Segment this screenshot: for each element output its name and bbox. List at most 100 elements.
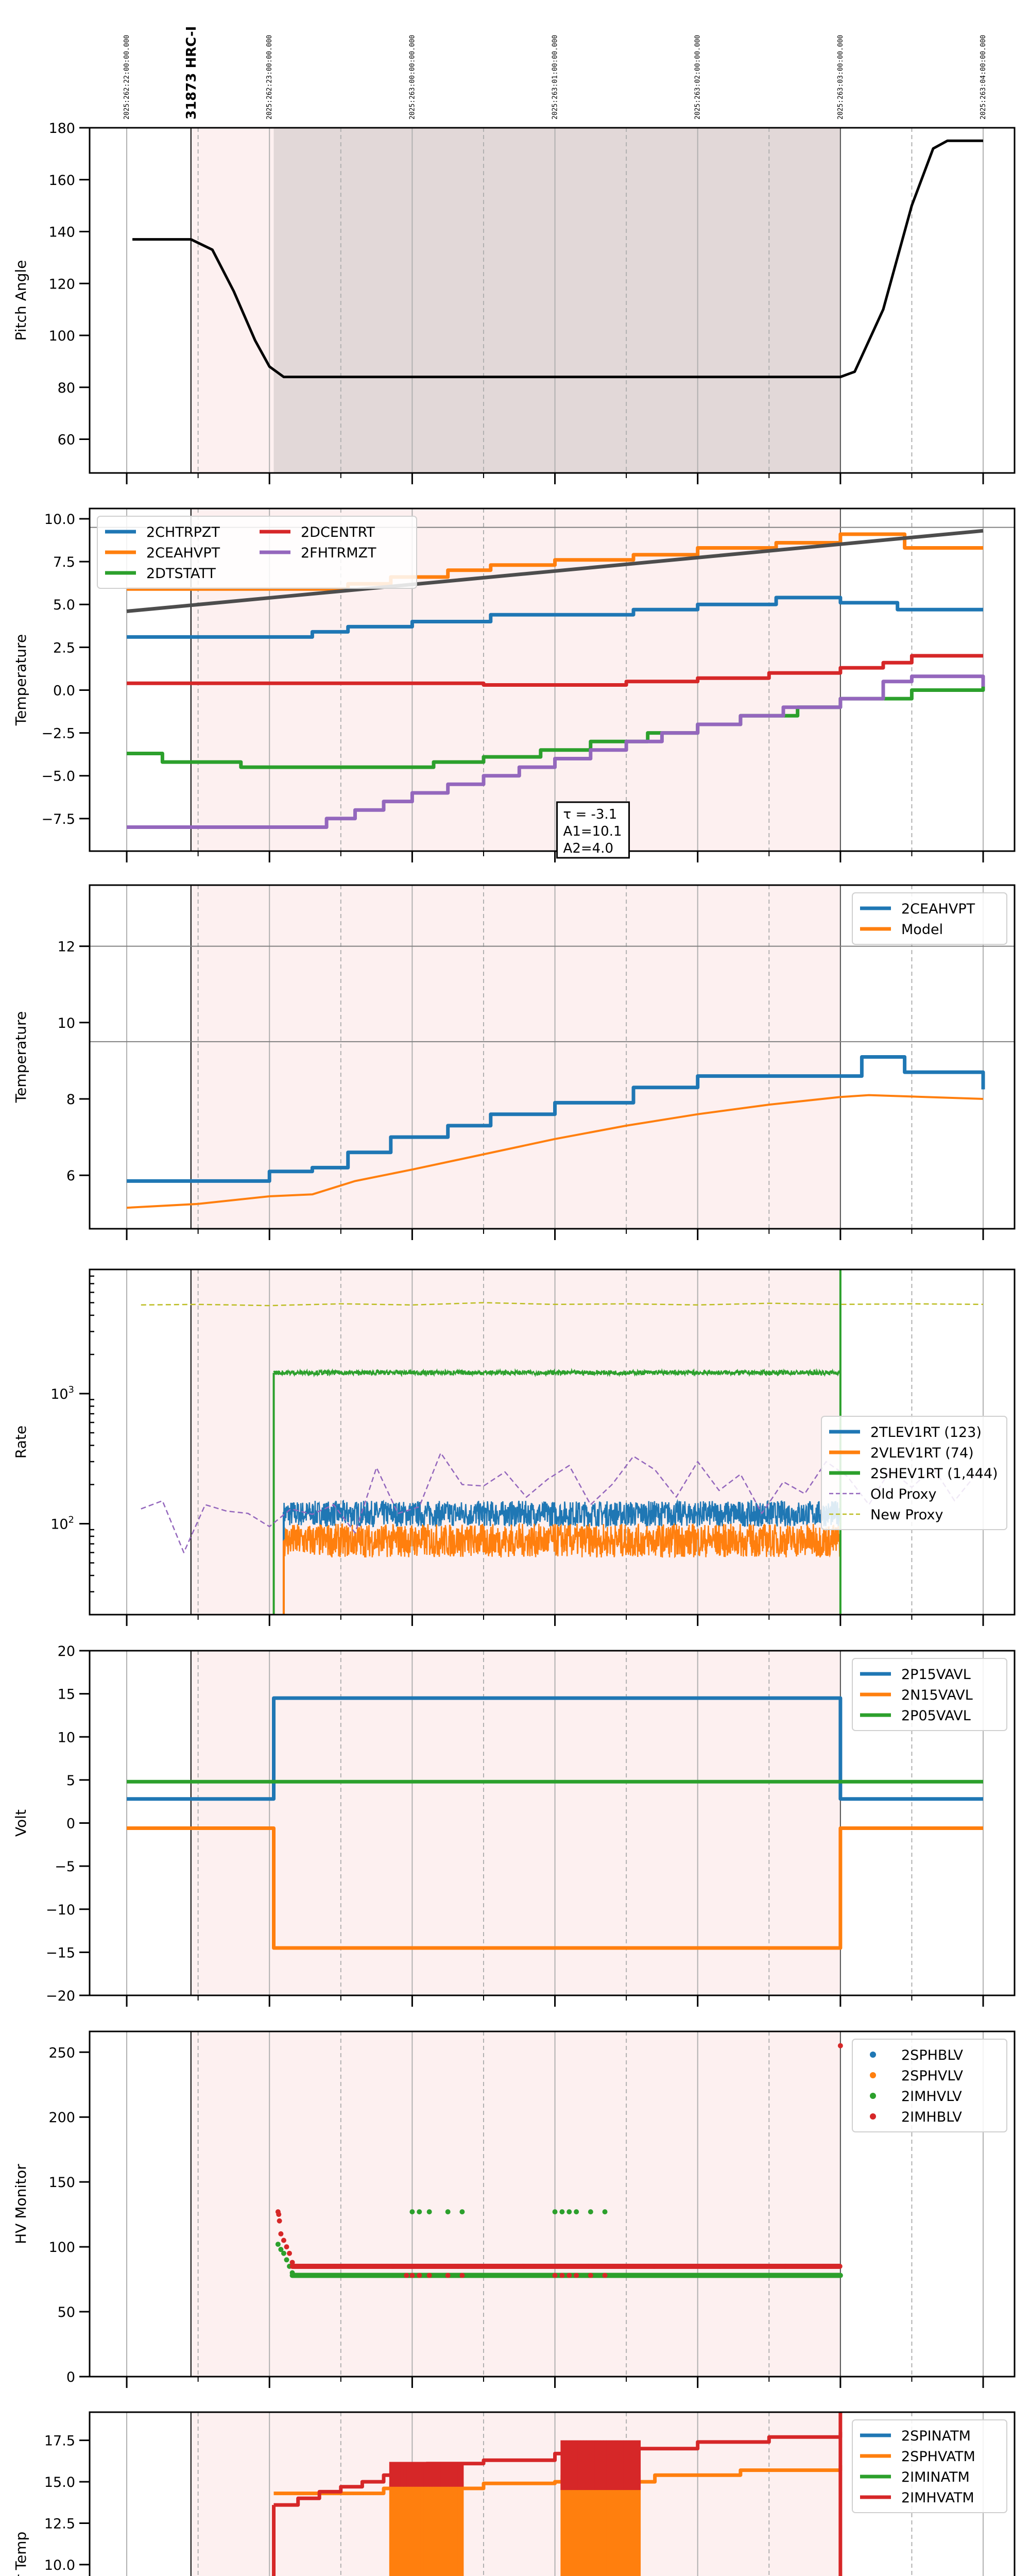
y-tick-label: 10.0	[44, 512, 75, 528]
data-point	[417, 2273, 422, 2278]
y-tick-label: 17.5	[44, 2433, 75, 2449]
data-point	[588, 2273, 593, 2278]
y-tick-label: 2.5	[53, 640, 75, 656]
y-tick-label: 10.0	[44, 2557, 75, 2573]
series-2ceahvpt	[127, 1055, 985, 1183]
data-point	[281, 2250, 286, 2256]
y-axis-label: Rate	[12, 1426, 29, 1459]
panel-7: 0.02.55.07.510.012.515.017.5Detector Tem…	[12, 2411, 1016, 2576]
y-tick-label: 5	[66, 1773, 75, 1789]
y-axis-label: HV Monitor	[12, 2164, 29, 2244]
plot-area	[90, 885, 1015, 1229]
series-2shev1rt-1-444-	[273, 1367, 841, 1378]
data-point	[566, 2209, 572, 2215]
data-point	[281, 2238, 286, 2243]
top-time-label: 2025:263:02:00:00.000	[694, 35, 702, 120]
data-point	[426, 2273, 432, 2278]
data-point	[574, 2209, 579, 2215]
legend-box	[97, 516, 417, 589]
legend-label: 2DTSTATT	[146, 566, 216, 582]
top-time-label: 2025:262:22:00:00.000	[123, 35, 131, 120]
data-point	[278, 2231, 284, 2236]
legend-marker	[870, 2072, 876, 2078]
legend-label: New Proxy	[870, 1507, 943, 1523]
legend-label: 2VLEV1RT (74)	[870, 1445, 974, 1461]
y-tick-label: 8	[66, 1092, 75, 1108]
legend: 2CEAHVPT Model	[852, 892, 1007, 945]
plot-area	[126, 2412, 984, 2576]
legend-box	[852, 2419, 1007, 2513]
legend-label: 2N15VAVL	[901, 1687, 973, 1703]
data-point	[445, 2273, 451, 2278]
series-2chtrpzt	[127, 596, 983, 639]
annotation-line: A2=4.0	[563, 841, 613, 856]
noise-burst	[560, 2475, 641, 2576]
y-tick-label: 12.5	[44, 2516, 75, 2532]
annotation-line: τ = -3.1	[563, 807, 617, 822]
legend-label: 2P15VAVL	[901, 1667, 971, 1683]
y-tick-label: 60	[58, 432, 75, 448]
y-tick-label: 150	[48, 2175, 75, 2191]
series-model	[126, 529, 984, 613]
data-point	[284, 2244, 289, 2250]
legend: 2CHTRPZT 2CEAHVPT 2DTSTATT 2DCENTRT 2FHTRMZT	[97, 516, 417, 589]
legend-label: 2IMHBLV	[901, 2109, 962, 2125]
data-point	[289, 2260, 295, 2265]
data-point	[559, 2209, 565, 2215]
data-point	[278, 2247, 284, 2252]
observation-shade	[191, 885, 840, 1229]
data-point	[295, 2273, 301, 2278]
y-axis-label: Pitch Angle	[12, 260, 29, 341]
legend: 2P15VAVL 2N15VAVL 2P05VAVL	[852, 1658, 1007, 1731]
y-tick-label: 100	[48, 328, 75, 344]
y-tick-label: 103	[50, 1384, 74, 1402]
legend: 2SPHBLV 2SPHVLV 2IMHVLV 2IMHBLV	[852, 2039, 1007, 2132]
plot-area	[126, 1269, 984, 1615]
y-tick-label: 20	[58, 1643, 75, 1659]
y-tick-label: 102	[50, 1514, 74, 1532]
legend-label: 2IMHVLV	[901, 2089, 962, 2105]
y-tick-label: 80	[58, 380, 75, 396]
top-time-label: 2025:262:23:00:00.000	[266, 35, 273, 120]
legend-label: 2CEAHVPT	[901, 901, 975, 917]
legend-label: Old Proxy	[870, 1486, 936, 1502]
legend-marker	[870, 2113, 876, 2120]
series-2p15vavl	[127, 1696, 983, 1801]
obsid-label: 31873 HRC-I	[184, 26, 199, 120]
y-tick-label: 5.0	[53, 597, 75, 613]
panel-3: 6 8 10 12 Temperature 2CEAHVPT Model	[12, 884, 1016, 1240]
y-tick-label: 0	[66, 2369, 75, 2385]
y-axis-label: Temperature	[12, 1011, 29, 1103]
noise-burst	[560, 2440, 641, 2490]
data-point	[426, 2209, 432, 2215]
legend-marker	[870, 2093, 876, 2099]
data-point	[409, 2273, 415, 2278]
data-point	[552, 2209, 558, 2215]
legend-label: 2SPHVLV	[901, 2068, 963, 2084]
legend-label: 2SPHBLV	[901, 2047, 964, 2063]
y-tick-label: −10	[46, 1902, 75, 1918]
axes-frame	[89, 884, 1016, 1230]
y-tick-label: −20	[46, 1988, 75, 2004]
data-point	[445, 2209, 451, 2215]
legend-label: 2CEAHVPT	[146, 545, 220, 561]
panel-5: −20−15−10−505101520Volt2P15VAVL2N15VAVL2…	[12, 1643, 1016, 2007]
y-tick-label: −5.0	[41, 769, 75, 785]
data-point	[459, 2273, 465, 2278]
y-tick-label: 0.0	[53, 683, 75, 699]
data-point	[409, 2209, 415, 2215]
y-tick-label: −2.5	[41, 726, 75, 742]
observation-shade	[191, 2031, 840, 2377]
data-point	[559, 2273, 565, 2278]
y-axis-label: Volt	[12, 1809, 29, 1837]
annotation-box	[556, 801, 630, 859]
y-axis-label: Temperature	[12, 634, 29, 726]
plot-area	[126, 2031, 984, 2377]
legend-label: 2TLEV1RT (123)	[870, 1425, 982, 1440]
observation-shade	[191, 1651, 840, 1995]
legend-box	[821, 1416, 1007, 1530]
legend-box	[852, 1658, 1007, 1731]
legend-label: 2IMHVATM	[901, 2490, 974, 2506]
legend-marker	[870, 2052, 876, 2058]
